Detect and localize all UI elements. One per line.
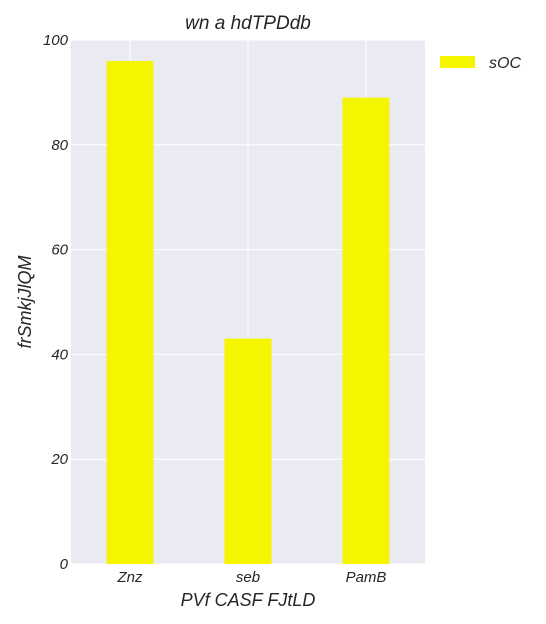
x-axis-title: PVf CASF FJtLD — [181, 590, 316, 610]
y-tick-label: 60 — [51, 242, 68, 259]
legend-label: sOC — [489, 55, 521, 72]
bars — [106, 60, 390, 565]
x-tick-label: PamB — [346, 569, 387, 586]
y-axis-title: frSmkjJlQM — [15, 256, 35, 349]
y-tick-label: 20 — [50, 451, 68, 468]
legend-swatch — [440, 56, 475, 68]
bar-PamB — [342, 97, 390, 564]
legend: sOC — [440, 55, 521, 72]
y-tick-label: 0 — [60, 556, 69, 573]
x-tick-label: seb — [236, 569, 260, 586]
y-tick-label: 80 — [51, 137, 68, 154]
bar-seb — [224, 338, 272, 564]
y-axis-ticks: 0 20 40 60 80 100 — [43, 32, 69, 573]
y-tick-label: 40 — [51, 346, 68, 363]
x-axis-ticks: Znz seb PamB — [116, 569, 386, 586]
x-tick-label: Znz — [116, 569, 143, 586]
chart-title: wn a hdTPDdb — [185, 13, 311, 34]
bar-Znz — [106, 60, 154, 565]
y-tick-label: 100 — [43, 32, 69, 49]
